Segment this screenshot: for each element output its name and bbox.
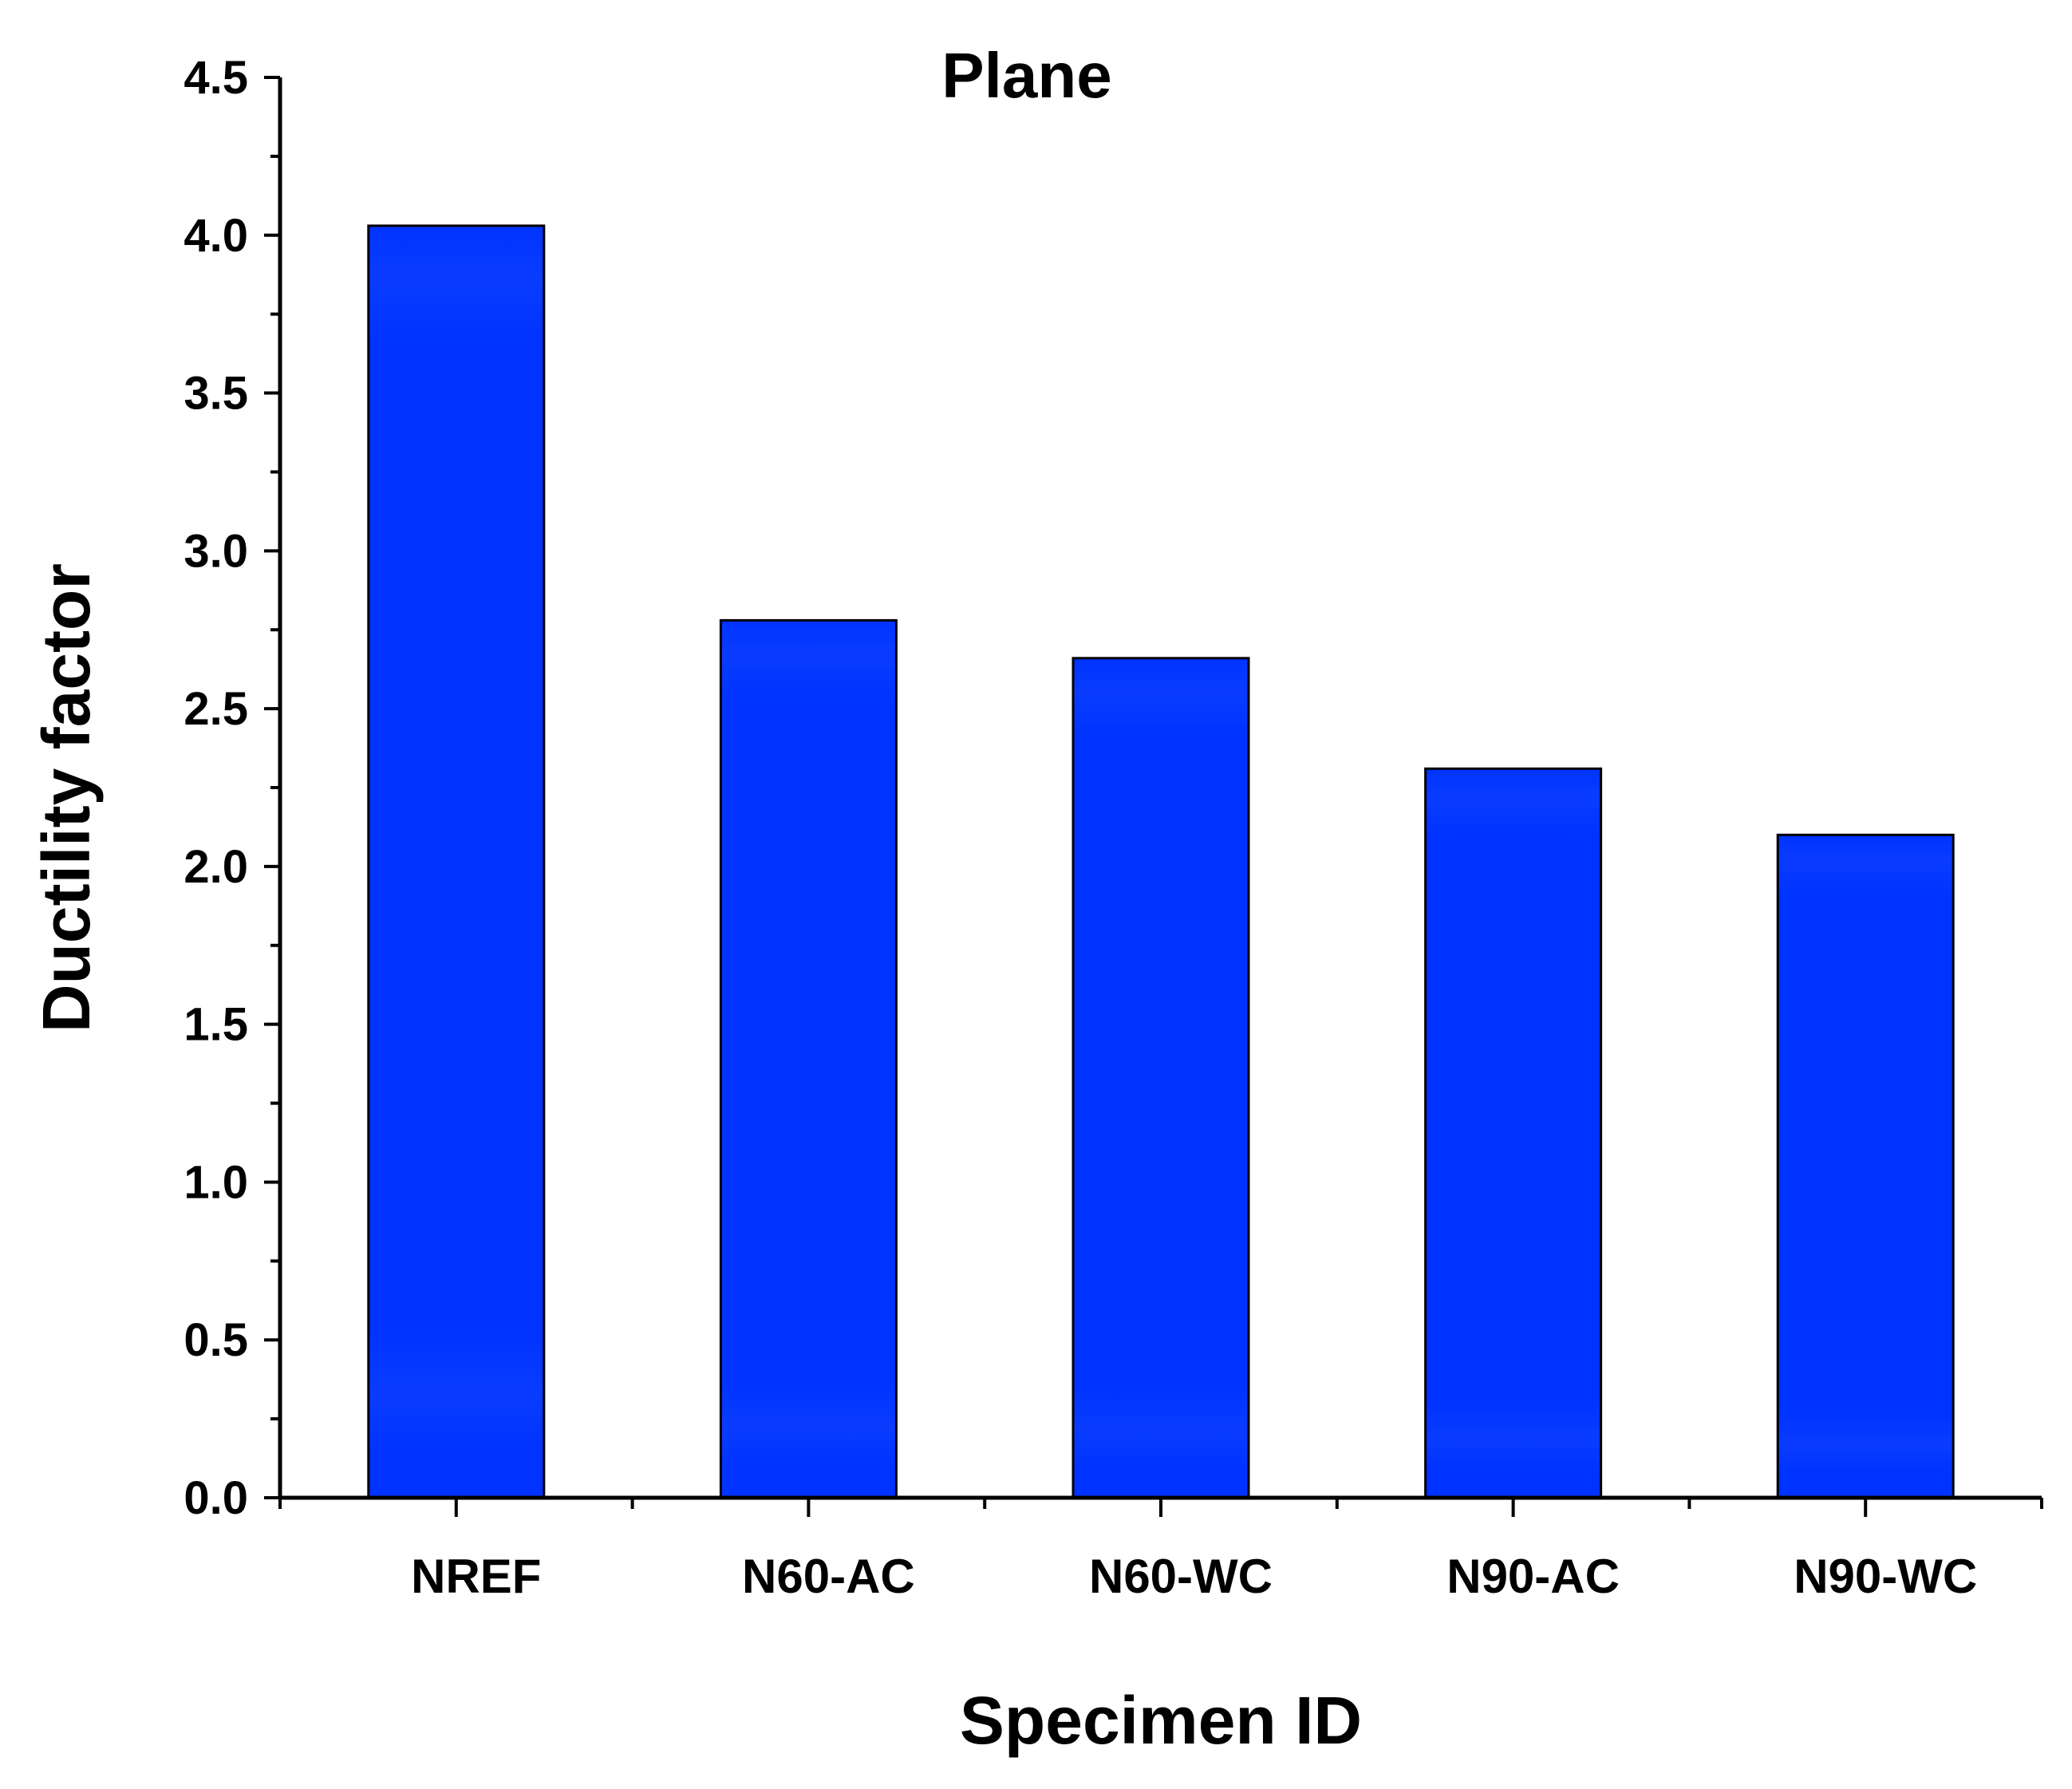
y-tick-label: 3.0 bbox=[184, 525, 248, 577]
x-tick-label: N60-WC bbox=[1089, 1550, 1273, 1603]
y-axis-title: Ductility factor bbox=[29, 563, 104, 1033]
bar-n60-wc bbox=[1072, 657, 1250, 1499]
labels-layer: Plane Specimen ID Ductility factor 0.0 0.… bbox=[29, 40, 1977, 1758]
x-axis-title: Specimen ID bbox=[960, 1683, 1362, 1758]
bar-n90-ac bbox=[1424, 767, 1603, 1499]
x-tick-label: NREF bbox=[411, 1550, 541, 1603]
chart-title: Plane bbox=[941, 40, 1111, 111]
y-tick-label: 0.0 bbox=[184, 1472, 248, 1524]
bar-nref bbox=[367, 224, 546, 1499]
bar-n90-wc bbox=[1776, 833, 1955, 1499]
y-tick-label: 4.0 bbox=[184, 210, 248, 262]
axes-layer bbox=[264, 76, 2043, 1517]
y-tick-label: 1.0 bbox=[184, 1156, 248, 1208]
y-tick-label: 3.5 bbox=[184, 368, 248, 420]
bars-layer bbox=[367, 224, 1955, 1499]
y-tick-label: 2.5 bbox=[184, 683, 248, 735]
y-tick-label: 0.5 bbox=[184, 1314, 248, 1366]
x-tick-label: N60-AC bbox=[742, 1550, 915, 1603]
y-tick-label: 1.5 bbox=[184, 999, 248, 1051]
x-tick-label: N90-AC bbox=[1446, 1550, 1620, 1603]
y-tick-label: 4.5 bbox=[184, 52, 248, 104]
bar-n60-ac bbox=[719, 618, 898, 1499]
x-tick-label: N90-WC bbox=[1794, 1550, 1977, 1603]
y-tick-label: 2.0 bbox=[184, 841, 248, 893]
